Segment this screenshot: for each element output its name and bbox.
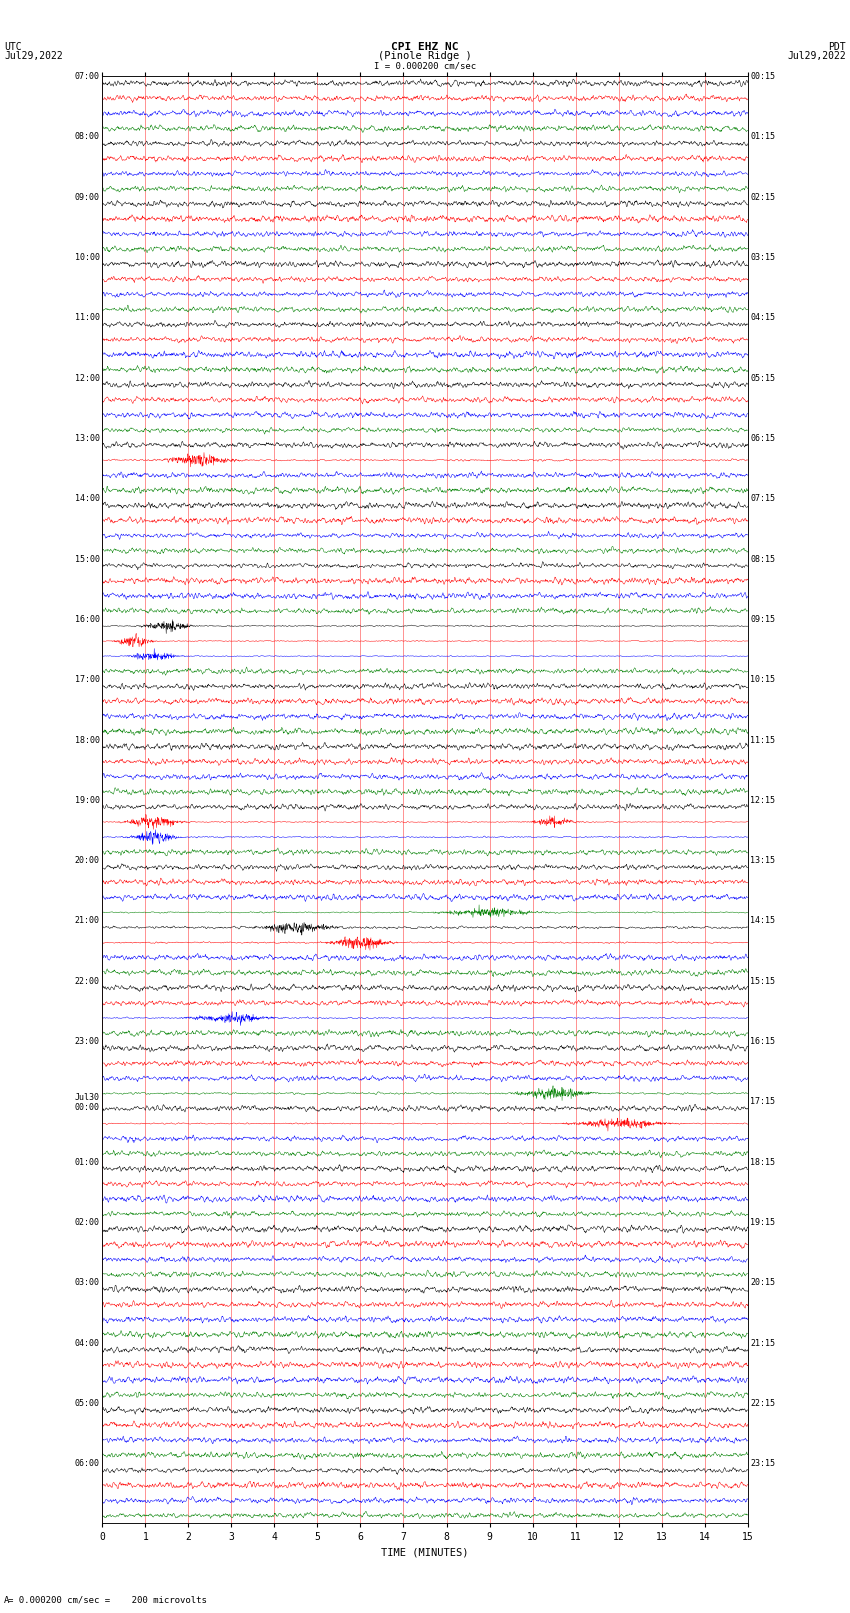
Text: PDT: PDT <box>828 42 846 52</box>
Text: (Pinole Ridge ): (Pinole Ridge ) <box>378 52 472 61</box>
Text: A: A <box>4 1595 9 1605</box>
Text: Jul29,2022: Jul29,2022 <box>787 52 846 61</box>
Text: I = 0.000200 cm/sec: I = 0.000200 cm/sec <box>374 61 476 71</box>
Text: CPI EHZ NC: CPI EHZ NC <box>391 42 459 52</box>
X-axis label: TIME (MINUTES): TIME (MINUTES) <box>382 1548 468 1558</box>
Text: = 0.000200 cm/sec =    200 microvolts: = 0.000200 cm/sec = 200 microvolts <box>8 1595 207 1605</box>
Text: Jul29,2022: Jul29,2022 <box>4 52 63 61</box>
Text: UTC: UTC <box>4 42 22 52</box>
